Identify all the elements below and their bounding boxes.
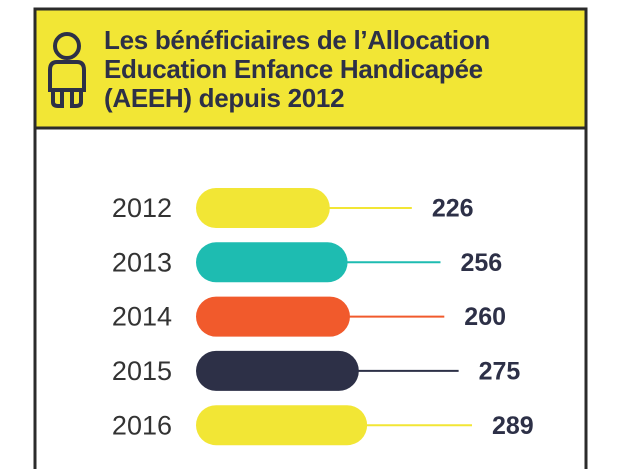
value-label: 289 xyxy=(492,412,534,440)
bar xyxy=(196,296,350,337)
header-band xyxy=(33,7,588,130)
category-label: 2014 xyxy=(112,302,172,332)
bar xyxy=(196,242,348,283)
chart-title: Les bénéficiaires de l’Allocation Educat… xyxy=(104,25,491,113)
category-label: 2012 xyxy=(112,193,172,223)
category-label: 2013 xyxy=(112,247,172,277)
value-label: 260 xyxy=(464,303,506,331)
bar xyxy=(196,350,359,391)
category-label: 2015 xyxy=(112,356,172,386)
value-label: 256 xyxy=(460,249,502,277)
category-label: 2016 xyxy=(112,410,172,440)
value-label: 275 xyxy=(479,358,521,386)
value-label: 226 xyxy=(432,195,474,223)
bar xyxy=(196,405,368,446)
person-icon xyxy=(48,32,86,108)
bar xyxy=(196,188,330,228)
